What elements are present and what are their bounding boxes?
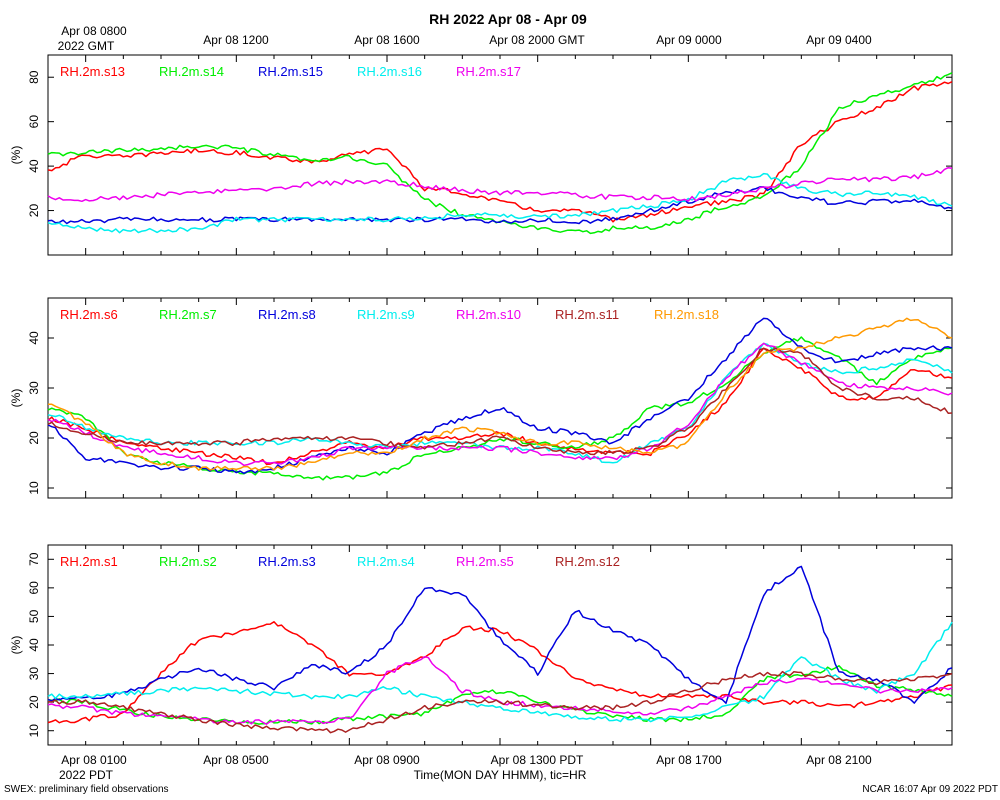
y-tick-label: 10 — [27, 481, 41, 495]
legend-RH.2m.s16: RH.2m.s16 — [357, 64, 422, 79]
legend-RH.2m.s1: RH.2m.s1 — [60, 554, 118, 569]
series-line-RH.2m.s8 — [47, 317, 953, 475]
top-time-label-5: Apr 09 0000 — [656, 33, 722, 47]
series-line-RH.2m.s12 — [47, 670, 953, 734]
panel-top: 20 40 60 80 (%) RH.2m.s13 RH.2m.s14 RH.2m.s15 RH… — [9, 54, 953, 256]
y-tick-label: 10 — [27, 724, 41, 738]
bottom-time-label-3: Apr 08 0900 — [354, 753, 420, 767]
legend-RH.2m.s7: RH.2m.s7 — [159, 307, 217, 322]
legend-RH.2m.s9: RH.2m.s9 — [357, 307, 415, 322]
top-tz-label: 2022 GMT — [58, 39, 115, 53]
bottom-time-label-2: Apr 08 0500 — [203, 753, 269, 767]
panel-bottom: 10 20 30 40 50 60 70 (%) RH.2m.s1 RH.2m.s2 RH.2m.s… — [9, 544, 953, 746]
y-tick-label: 60 — [27, 581, 41, 595]
bottom-time-label-5: Apr 08 1700 — [656, 753, 722, 767]
bottom-time-label-1: Apr 08 0100 — [61, 753, 127, 767]
legend-RH.2m.s17: RH.2m.s17 — [456, 64, 521, 79]
y-tick-label: 50 — [27, 609, 41, 623]
series-line-RH.2m.s17 — [47, 166, 953, 203]
footer-right: NCAR 16:07 Apr 09 2022 PDT — [862, 784, 998, 795]
legend-RH.2m.s2: RH.2m.s2 — [159, 554, 217, 569]
footer-left: SWEX: preliminary field observations — [4, 784, 169, 795]
bottom-time-label-4: Apr 08 1300 PDT — [491, 753, 584, 767]
y-tick-label: 20 — [27, 204, 41, 218]
top-time-label-3: Apr 08 1600 — [354, 33, 420, 47]
y-tick-label: 70 — [27, 552, 41, 566]
bottom-time-label-6: Apr 08 2100 — [806, 753, 872, 767]
top-time-label-4: Apr 08 2000 GMT — [489, 33, 585, 47]
panel-middle: 10 20 30 40 (%) RH.2m.s6 RH.2m.s7 RH.2m.s8 RH.2m… — [9, 297, 953, 499]
series-line-RH.2m.s18 — [47, 317, 953, 471]
y-tick-label: 40 — [27, 638, 41, 652]
series-line-RH.2m.s15 — [47, 186, 953, 225]
y-tick-label: 30 — [27, 381, 41, 395]
legend-RH.2m.s5: RH.2m.s5 — [456, 554, 514, 569]
series-line-RH.2m.s16 — [47, 172, 953, 234]
y-tick-label: 60 — [27, 115, 41, 129]
top-time-label-6: Apr 09 0400 — [806, 33, 872, 47]
legend-RH.2m.s6: RH.2m.s6 — [60, 307, 118, 322]
y-axis-label: (%) — [9, 389, 23, 408]
bottom-tz-label: 2022 PDT — [59, 768, 114, 782]
panels-group: 20 40 60 80 (%) RH.2m.s13 RH.2m.s14 RH.2m.s15 RH… — [9, 54, 953, 746]
y-tick-label: 20 — [27, 431, 41, 445]
x-axis-label: Time(MON DAY HHMM), tic=HR — [414, 768, 587, 782]
y-axis-label: (%) — [9, 146, 23, 165]
legend-RH.2m.s12: RH.2m.s12 — [555, 554, 620, 569]
panel-frame — [47, 54, 953, 256]
legend-RH.2m.s14: RH.2m.s14 — [159, 64, 224, 79]
series-line-RH.2m.s7 — [47, 336, 953, 481]
series-line-RH.2m.s4 — [47, 621, 953, 723]
y-tick-label: 40 — [27, 331, 41, 345]
series-line-RH.2m.s3 — [47, 565, 953, 704]
legend-RH.2m.s11: RH.2m.s11 — [555, 307, 619, 322]
chart-title: RH 2022 Apr 08 - Apr 09 — [429, 11, 587, 27]
top-time-label-2: Apr 08 1200 — [203, 33, 269, 47]
top-time-label-1: Apr 08 0800 — [61, 24, 127, 38]
series-line-RH.2m.s11 — [47, 347, 953, 456]
legend-RH.2m.s8: RH.2m.s8 — [258, 307, 316, 322]
legend-RH.2m.s3: RH.2m.s3 — [258, 554, 316, 569]
legend-RH.2m.s15: RH.2m.s15 — [258, 64, 323, 79]
panel-frame — [47, 297, 953, 499]
series-line-RH.2m.s5 — [47, 655, 953, 725]
series-line-RH.2m.s13 — [47, 81, 953, 223]
series-line-RH.2m.s9 — [47, 342, 953, 464]
series-line-RH.2m.s1 — [47, 621, 953, 724]
y-tick-label: 20 — [27, 695, 41, 709]
legend-RH.2m.s10: RH.2m.s10 — [456, 307, 521, 322]
y-axis-label: (%) — [9, 636, 23, 655]
series-line-RH.2m.s10 — [47, 342, 953, 467]
legend-RH.2m.s4: RH.2m.s4 — [357, 554, 415, 569]
legend-RH.2m.s13: RH.2m.s13 — [60, 64, 125, 79]
y-tick-label: 80 — [27, 70, 41, 84]
series-line-RH.2m.s14 — [47, 72, 953, 235]
legend-RH.2m.s18: RH.2m.s18 — [654, 307, 719, 322]
y-tick-label: 40 — [27, 159, 41, 173]
y-tick-label: 30 — [27, 667, 41, 681]
